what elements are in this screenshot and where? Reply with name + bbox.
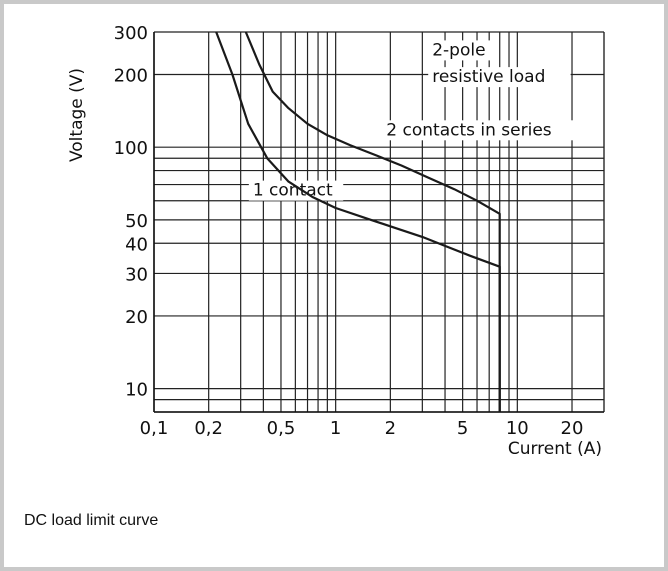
x-axis-title: Current (A): [508, 439, 602, 459]
y-axis-title: Voltage (V): [67, 68, 87, 162]
annotation-label: 2 contacts in series: [386, 120, 551, 140]
load-limit-chart: 2-pole resistive load 2 contacts in series…: [67, 23, 605, 459]
y-tick-label: 50: [125, 211, 148, 232]
annotation-background: [248, 180, 344, 201]
figure-caption: DC load limit curve: [24, 512, 159, 529]
annotation-label: 2-pole: [432, 40, 485, 60]
x-tick-label: 0,5: [267, 418, 296, 439]
y-tick-label: 10: [125, 380, 148, 401]
curve-one-contact: [215, 31, 501, 412]
curve-two-contacts-series: [244, 31, 501, 412]
annotation-label: 1 contact: [253, 181, 333, 201]
y-tick-label: 300: [114, 23, 148, 44]
x-tick-label: 1: [330, 418, 341, 439]
annotation-background: [428, 40, 494, 61]
x-tick-label: 20: [561, 418, 584, 439]
annotation-background: [428, 67, 571, 88]
x-tick-label: 0,1: [140, 418, 169, 439]
x-tick-label: 2: [385, 418, 396, 439]
y-tick-label: 100: [114, 138, 148, 159]
y-tick-label: 30: [125, 264, 148, 285]
annotation-label: resistive load: [432, 67, 545, 87]
x-tick-label: 10: [506, 418, 529, 439]
x-tick-label: 0,2: [194, 418, 223, 439]
annotation-background: [382, 120, 583, 141]
y-tick-label: 40: [125, 234, 148, 255]
y-tick-label: 200: [114, 66, 148, 87]
x-tick-label: 5: [457, 418, 468, 439]
y-tick-label: 20: [125, 307, 148, 328]
